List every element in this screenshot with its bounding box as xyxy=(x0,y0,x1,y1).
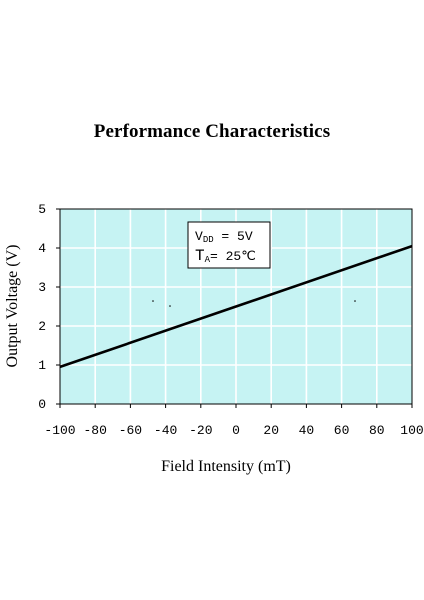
stray-dot xyxy=(152,300,154,302)
y-tick-label: 3 xyxy=(38,280,46,295)
stray-dot xyxy=(169,305,171,307)
x-tick-label: -40 xyxy=(154,423,177,438)
y-tick-label: 0 xyxy=(38,397,46,412)
y-tick-label: 2 xyxy=(38,319,46,334)
y-axis-label: Output Voltage (V) xyxy=(4,245,21,368)
x-tick-label: 80 xyxy=(369,423,385,438)
stray-dot xyxy=(354,300,356,302)
x-tick-label: 40 xyxy=(299,423,315,438)
legend-box: VDD = 5V TA= 25℃ xyxy=(187,221,271,269)
y-tick-label: 4 xyxy=(38,241,46,256)
series-line xyxy=(59,244,413,369)
legend-ambient-temperature: TA= 25℃ xyxy=(195,247,256,265)
x-tick-label: -60 xyxy=(119,423,142,438)
x-tick-label: 100 xyxy=(400,423,423,438)
x-tick-label: 20 xyxy=(263,423,279,438)
legend-supply-voltage: VDD = 5V xyxy=(195,229,253,245)
x-tick-label: -80 xyxy=(83,423,106,438)
x-tick-label: -100 xyxy=(44,423,75,438)
x-tick-label: 60 xyxy=(334,423,350,438)
x-axis-label: Field Intensity (mT) xyxy=(161,458,291,475)
x-tick-label: 0 xyxy=(232,423,240,438)
x-tick-label: -20 xyxy=(189,423,212,438)
y-tick-label: 5 xyxy=(38,202,46,217)
y-tick-label: 1 xyxy=(38,358,46,373)
chart-title: Performance Characteristics xyxy=(93,121,331,142)
